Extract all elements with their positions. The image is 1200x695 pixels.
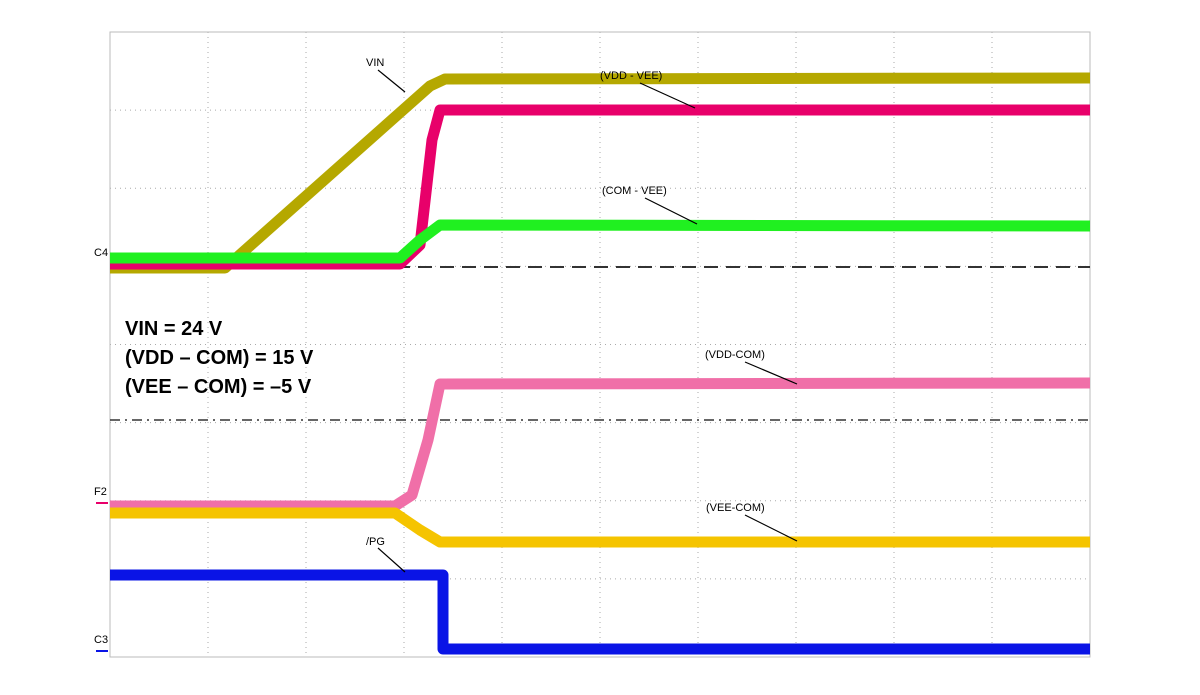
leader <box>744 361 798 385</box>
trace-label: (VEE-COM) <box>706 502 765 514</box>
leader <box>377 69 406 93</box>
grid <box>110 32 1090 657</box>
trace-label: VIN <box>366 57 384 69</box>
trace-vdd-vee <box>110 104 1090 270</box>
channel-marker: C3 <box>94 634 108 646</box>
trace-label: (VDD - VEE) <box>600 70 662 82</box>
trace-com-vee <box>110 219 1091 264</box>
trace-vdd-com <box>110 377 1091 512</box>
trace-label: /PG <box>366 536 385 548</box>
leader <box>377 547 406 573</box>
channel-marker: C4 <box>94 247 108 259</box>
leader <box>644 197 698 225</box>
leader <box>744 514 798 542</box>
channel-marker: F2 <box>94 486 107 498</box>
annotation-line: (VEE – COM) = –5 V <box>125 376 312 398</box>
trace-label: (VDD-COM) <box>705 349 765 361</box>
plot-frame <box>109 31 1091 658</box>
trace-label: (COM - VEE) <box>602 185 667 197</box>
annotation-line: (VDD – COM) = 15 V <box>125 347 314 369</box>
leader <box>639 82 696 109</box>
trace-vee-com <box>110 507 1090 548</box>
annotation-line: VIN = 24 V <box>125 318 223 340</box>
trace-pg <box>110 569 1090 655</box>
